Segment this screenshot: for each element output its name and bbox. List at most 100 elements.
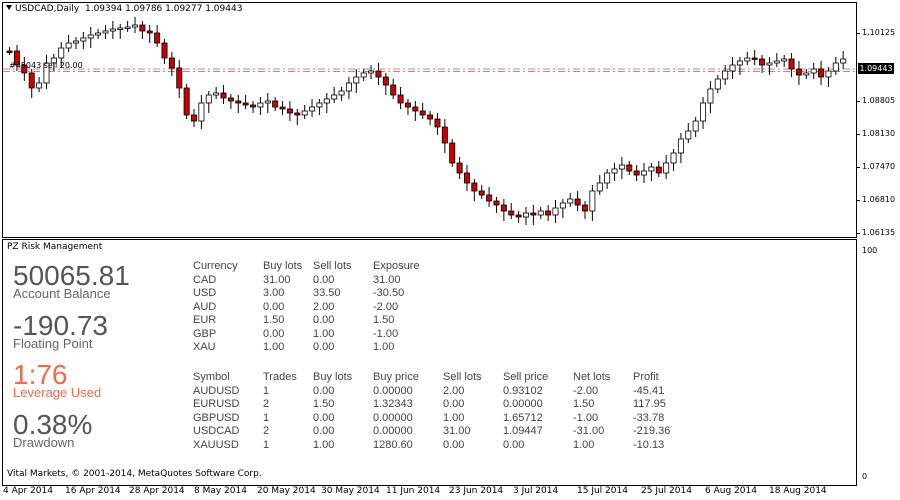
price-tick [856, 233, 860, 234]
price-tick [856, 101, 860, 102]
table-cell: -1.00 [573, 411, 599, 424]
candle-body [589, 190, 596, 212]
table-cell: 1.09447 [503, 425, 543, 438]
candle-body [257, 102, 264, 108]
table-cell: 0.00000 [373, 384, 413, 397]
table-cell: AUD [193, 300, 217, 313]
date-label: 6 Aug 2014 [705, 486, 757, 496]
price-label: 1.07470 [862, 162, 896, 171]
candle-body [176, 67, 183, 89]
column-header: Net lots [573, 371, 611, 384]
candle-body [803, 72, 810, 76]
candle-body [736, 60, 743, 66]
table-cell: GBP [193, 327, 217, 340]
table-cell: 0.00 [443, 438, 465, 451]
stat-account-balance: 50065.81 Account Balance [13, 262, 130, 301]
candle-body [722, 70, 729, 80]
table-cell: 1.50 [573, 398, 595, 411]
candle-body [604, 172, 611, 184]
table-cell: 1.00 [263, 341, 285, 354]
candle-body [611, 168, 618, 174]
candle-body [36, 82, 43, 89]
table-row: AUDUSD 1 0.00 0.00000 2.00 0.93102 -2.00 -45.41 [193, 385, 693, 399]
candle-body [58, 47, 65, 59]
candle-body [80, 37, 87, 42]
candle-body [478, 190, 485, 196]
candle-body [618, 164, 625, 170]
candle-body [840, 58, 847, 64]
column-header: Exposure [373, 260, 420, 273]
table-cell: XAUUSD [193, 438, 239, 451]
candle-body [744, 57, 751, 62]
column-header: Sell lots [443, 371, 482, 384]
candle-body [648, 166, 655, 172]
risk-management-panel[interactable]: PZ Risk Management 50065.81 Account Bala… [2, 239, 857, 486]
table-row: USD 3.00 33.50 -30.50 [193, 287, 443, 301]
candle-body [677, 138, 684, 154]
ohlc-values: 1.09394 1.09786 1.09277 1.09443 [84, 4, 243, 14]
price-tick [856, 134, 860, 135]
candle-body [301, 110, 308, 116]
candle-body [471, 182, 478, 192]
candle-body [132, 24, 138, 28]
table-cell: 2.00 [443, 384, 465, 397]
date-axis[interactable]: 4 Apr 2014 16 Apr 2014 28 Apr 2014 8 May… [0, 486, 900, 500]
table-cell: 1.00 [373, 341, 395, 354]
table-cell: 1.50 [263, 314, 285, 327]
column-header: Trades [263, 371, 297, 384]
candle-body [559, 202, 566, 209]
candle-body [183, 87, 190, 116]
table-cell: 31.00 [373, 273, 401, 286]
candle-body [316, 102, 323, 108]
column-header: Symbol [193, 371, 230, 384]
candle-body [250, 104, 257, 108]
table-cell: -2.00 [373, 300, 399, 313]
price-label: 1.06810 [862, 195, 896, 204]
candle-body [220, 92, 227, 99]
candle-body [72, 40, 79, 44]
candle-body [670, 152, 677, 164]
table-cell: 3.00 [263, 287, 285, 300]
candle-body [655, 166, 662, 174]
date-label: 28 Apr 2014 [129, 486, 185, 496]
candle-body [574, 198, 581, 206]
table-cell: 1 [263, 411, 270, 424]
candle-body [810, 68, 817, 74]
table-cell: 0.00 [313, 314, 335, 327]
table-cell: 0.93102 [503, 384, 543, 397]
candle-body [198, 102, 205, 122]
table-cell: USDCAD [193, 425, 240, 438]
table-row: GBPUSD 1 0.00 0.00000 1.00 1.65712 -1.00 -33.78 [193, 412, 693, 426]
candle-body [235, 100, 242, 104]
candle-body [663, 162, 670, 174]
sub-axis-top-label: 100 [862, 246, 878, 255]
price-chart[interactable]: USDCAD,Daily 1.09394 1.09786 1.09277 1.0… [2, 2, 857, 238]
date-label: 23 Jun 2014 [449, 486, 504, 496]
candle-body [375, 70, 382, 78]
dropdown-triangle-icon[interactable] [6, 5, 12, 10]
table-header-row: Currency Buy lots Sell lots Exposure [193, 260, 443, 274]
candle-body [449, 142, 456, 164]
table-cell: 1.50 [313, 398, 335, 411]
candle-body [795, 68, 802, 76]
price-axis[interactable]: 1.10125 1.09443 1.08805 1.08130 1.07470 … [856, 2, 900, 484]
table-cell: 1.65712 [503, 411, 543, 424]
stat-label: Drawdown [13, 435, 75, 450]
stat-drawdown: 0.38% Drawdown [13, 409, 93, 450]
table-cell: CAD [193, 273, 217, 286]
candle-body [13, 50, 20, 66]
date-label: 16 Apr 2014 [65, 486, 121, 496]
candle-body [154, 32, 161, 44]
order-level-label: #45043 sell 20.00 [9, 61, 83, 70]
copyright-footer: Vital Markets, © 2001-2014, MetaQuotes S… [7, 469, 262, 479]
candle-body [441, 126, 448, 144]
stat-floating-point: -190.73 Floating Point [13, 312, 108, 351]
price-label: 1.08130 [862, 129, 896, 138]
candle-body [500, 204, 507, 212]
symbol-title: USDCAD,Daily [15, 4, 80, 14]
price-label: 1.06135 [862, 228, 896, 237]
stat-value: 0.38% [13, 409, 93, 440]
date-label: 18 Aug 2014 [769, 486, 827, 496]
date-label: 11 Jun 2014 [386, 486, 441, 496]
table-cell: AUDUSD [193, 384, 240, 397]
